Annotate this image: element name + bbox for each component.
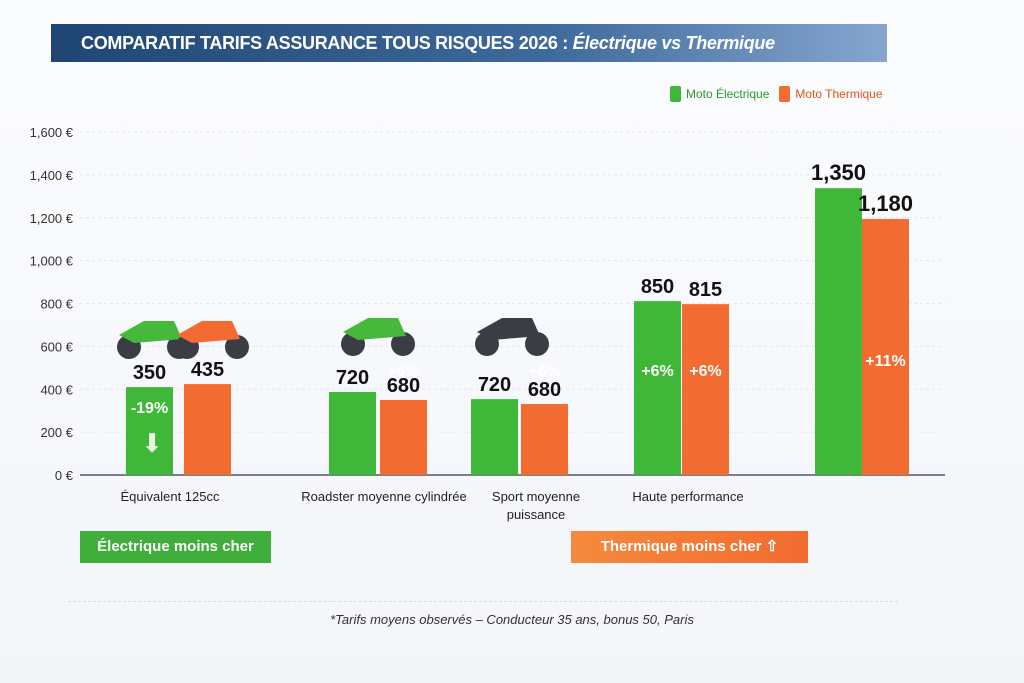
electric-bar (329, 392, 376, 475)
electric-bar (126, 387, 173, 475)
y-tick-label: 400 € (40, 382, 73, 397)
percent-diff-label: +6% (641, 363, 673, 380)
scooter-electric-icon (119, 321, 182, 343)
roadster-icon (391, 332, 415, 356)
electric-bar (634, 301, 681, 475)
category-label: Haute performance (632, 489, 743, 504)
y-tick-label: 600 € (40, 339, 73, 354)
thermal-bar (682, 304, 729, 475)
bar-value-label: 350 (133, 362, 166, 384)
thermal-bar (184, 384, 231, 475)
down-arrow-icon: ⬇ (141, 429, 163, 459)
percent-diff-label: +6% (528, 363, 560, 380)
bar-value-label: 850 (641, 276, 674, 298)
bar-value-label: 815 (689, 279, 722, 301)
thermal-bar (862, 219, 909, 475)
roadster-icon (343, 318, 406, 340)
percent-diff-label: +6% (689, 363, 721, 380)
y-tick-label: 200 € (40, 425, 73, 440)
thermal-cheaper-badge: Thermique moins cher ⇧ (571, 531, 808, 563)
y-tick-label: 1,600 € (30, 125, 74, 140)
y-tick-label: 1,000 € (30, 254, 74, 269)
bar-value-label: 680 (528, 379, 561, 401)
bar-value-label: 720 (336, 367, 369, 389)
scooter-thermal-icon (177, 321, 240, 343)
category-label: puissance (507, 507, 566, 522)
thermal-bar (521, 404, 568, 475)
percent-diff-label: +6% (387, 363, 419, 380)
category-label: Roadster moyenne cylindrée (301, 489, 466, 504)
legend-thermal: Moto Thermique (779, 86, 883, 102)
up-arrow-icon: ⇧ (765, 538, 779, 555)
y-tick-label: 0 € (55, 468, 74, 483)
bar-value-label: 435 (191, 359, 224, 381)
legend-electric: Moto Électrique (670, 86, 769, 102)
bar-value-label: 680 (387, 375, 420, 397)
thermal-bar (380, 399, 427, 475)
sport-bike-icon (525, 332, 549, 356)
divider (68, 601, 898, 602)
bar-value-label: 720 (478, 374, 511, 396)
footnote: *Tarifs moyens observés – Conducteur 35 … (330, 612, 694, 627)
legend: Moto Électrique Moto Thermique (670, 86, 883, 102)
electric-bar (815, 188, 862, 475)
chart-title: COMPARATIF TARIFS ASSURANCE TOUS RISQUES… (51, 24, 887, 62)
percent-diff-label: +11% (865, 353, 905, 370)
bar-value-label: 1,180 (858, 191, 913, 216)
sport-bike-icon (477, 318, 540, 340)
y-tick-label: 1,200 € (30, 211, 74, 226)
bar-value-label: 1,350 (811, 160, 866, 185)
y-tick-label: 800 € (40, 297, 73, 312)
category-label: Sport moyenne (492, 489, 580, 504)
y-tick-label: 1,400 € (30, 168, 74, 183)
electric-bar (471, 399, 518, 475)
category-label: Équivalent 125cc (120, 489, 220, 504)
electric-cheaper-badge: Électrique moins cher (80, 531, 271, 563)
percent-diff-label: -19% (131, 400, 168, 417)
scooter-thermal-icon (225, 335, 249, 359)
